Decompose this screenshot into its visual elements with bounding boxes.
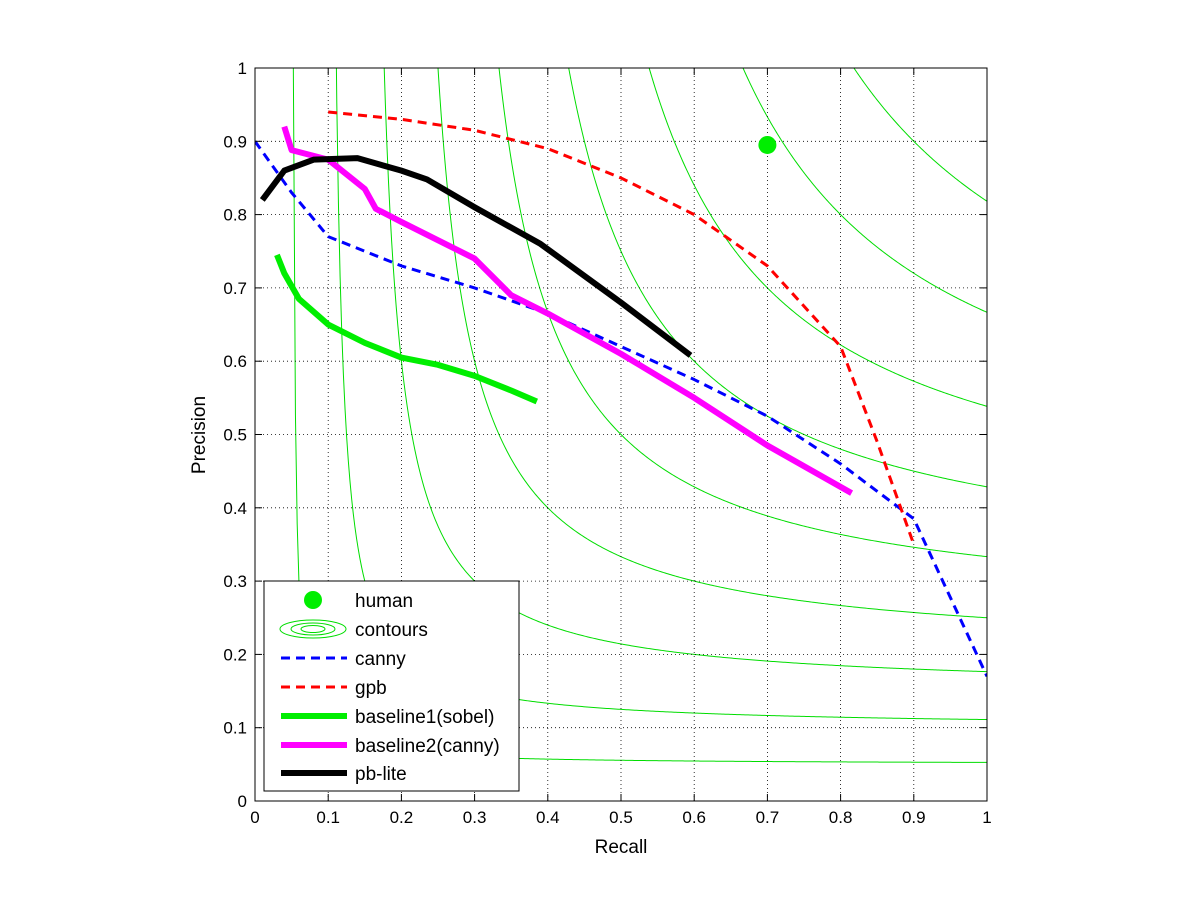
legend-item-canny: canny <box>281 649 406 670</box>
x-tick-label: 0.8 <box>829 808 853 827</box>
y-tick-label: 0.8 <box>223 206 247 225</box>
contour-line <box>568 68 987 488</box>
legend-label-human: human <box>355 591 413 612</box>
x-tick-label: 0.6 <box>682 808 706 827</box>
series-line-pb-lite <box>259 155 693 358</box>
legend-item-baseline2: baseline2(canny) <box>281 736 500 757</box>
human-point <box>758 135 777 154</box>
legend-label-contours: contours <box>355 620 428 641</box>
legend-contour-ring <box>290 622 336 636</box>
series-line-baseline1-sobel <box>274 253 539 405</box>
x-tick-label: 0.4 <box>536 808 560 827</box>
contour-line <box>498 68 987 558</box>
legend-label-pb-lite: pb-lite <box>355 764 407 785</box>
x-tick-label: 0.3 <box>463 808 487 827</box>
legend-item-pb-lite: pb-lite <box>281 764 407 785</box>
legend-contour-ring <box>300 625 326 633</box>
x-tick-label: 0.5 <box>609 808 633 827</box>
y-tick-label: 0.9 <box>223 132 247 151</box>
y-tick-label: 0 <box>238 792 247 811</box>
contour-line <box>853 68 987 202</box>
series-lines <box>255 110 987 678</box>
legend: human contours canny gpb baseline1(sobel… <box>263 580 520 792</box>
legend-human-marker <box>304 591 322 609</box>
contour-line <box>742 68 987 313</box>
legend-box <box>263 580 520 792</box>
y-tick-label: 0.6 <box>223 352 247 371</box>
y-axis-label: Precision <box>189 396 210 474</box>
legend-label-baseline1: baseline1(sobel) <box>355 707 494 728</box>
x-tick-label: 1 <box>982 808 991 827</box>
x-tick-label: 0.1 <box>316 808 340 827</box>
legend-contour-ring <box>279 619 347 639</box>
contour-line <box>383 68 987 673</box>
y-tick-label: 0.5 <box>223 426 247 445</box>
axis-ticks: 00 0.1 0.1 0.2 0.2 0.3 0.3 0.4 0.4 0.5 0.5 0.6 0.6 0.… <box>223 59 991 827</box>
x-axis-label: Recall <box>595 837 648 858</box>
legend-item-contours: contours <box>279 619 428 641</box>
y-tick-label: 0.1 <box>223 719 247 738</box>
legend-label-canny: canny <box>355 649 406 670</box>
y-tick-label: 0.4 <box>223 499 247 518</box>
legend-item-human: human <box>304 591 413 612</box>
legend-label-gpb: gpb <box>355 678 387 699</box>
legend-label-baseline2: baseline2(canny) <box>355 736 500 757</box>
y-tick-label: 0.3 <box>223 572 247 591</box>
legend-item-baseline1: baseline1(sobel) <box>281 707 494 728</box>
x-tick-label: 0.2 <box>390 808 414 827</box>
series-line-gpb <box>328 110 916 545</box>
x-tick-label: 0.9 <box>902 808 926 827</box>
contour-line <box>648 68 987 407</box>
legend-item-gpb: gpb <box>281 678 387 699</box>
contour-line <box>437 68 987 619</box>
x-tick-label: 0.7 <box>756 808 780 827</box>
series-line-canny <box>255 140 987 678</box>
x-tick-label: 0 <box>250 808 259 827</box>
y-tick-label: 0.2 <box>223 645 247 664</box>
y-tick-label: 0.7 <box>223 279 247 298</box>
legend-contours-marker <box>279 619 347 639</box>
y-tick-label: 1 <box>238 59 247 78</box>
